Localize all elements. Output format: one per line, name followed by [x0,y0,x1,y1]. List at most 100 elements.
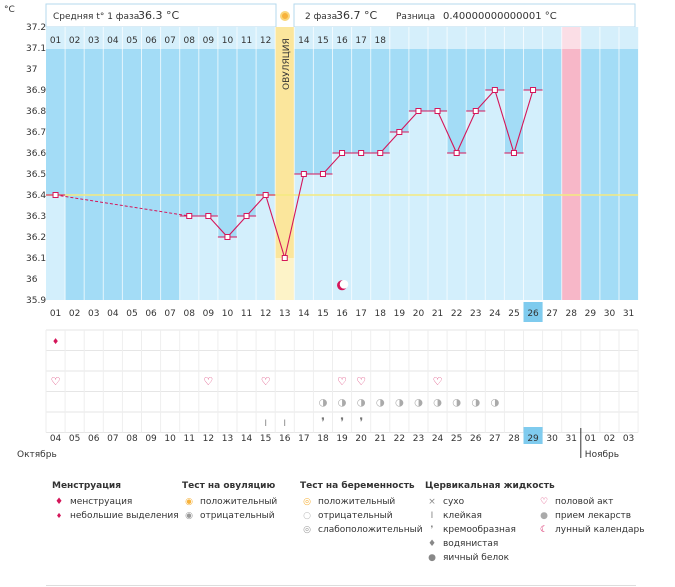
pill-icon: ◑ [452,398,461,409]
top-day-label: 05 [126,36,137,46]
calendar-date-label: 31 [566,434,577,444]
y-tick-label: 36.4 [26,191,46,201]
ovulation-label: ОВУЛЯЦИЯ [282,38,292,90]
month-left-label: Октябрь [17,450,57,460]
legend-item: ○ отрицательный [300,509,423,523]
calendar-date-label: 04 [50,434,62,444]
legend-item-label: сухо [443,497,465,507]
legend-item-label: прием лекарств [555,511,632,521]
watery-icon: ♦ [427,539,437,549]
heart-icon: ♡ [337,375,347,388]
legend-ovulation-test: Тест на овуляцию ◉ положительный ◉ отрицат… [182,481,277,523]
legend-item: ☾ лунный календарь [537,523,645,537]
top-day-label: 10 [222,36,234,46]
calendar-date-label: 20 [355,434,367,444]
temp-bar [198,216,218,300]
calendar-date-label: 13 [222,434,233,444]
calendar-date-label: 22 [394,434,405,444]
legend-item-label: лунный календарь [555,525,645,535]
creamy-icon: ❜ [359,415,363,429]
calendar-date-label: 05 [69,434,80,444]
y-tick-label: 37 [26,65,37,75]
heart-icon: ♡ [51,375,61,388]
cycle-day-label: 03 [88,309,99,319]
top-day-label: 16 [336,36,348,46]
y-tick-label: 36.3 [26,212,46,222]
y-tick-label: 36.1 [26,254,46,264]
top-day-label: 15 [317,36,328,46]
divider [46,585,636,586]
legend-menstruation: Менструация ♦ менструация ♦ небольшие выде… [52,481,179,523]
legend-item: ● прием лекарств [537,509,645,523]
legend-item: ◉ положительный [182,495,277,509]
legend-item: ◎ слабоположительный [300,523,423,537]
calendar-date-label: 09 [145,434,157,444]
egg-white-icon: ● [428,553,436,563]
legend-title: Тест на овуляцию [182,481,276,491]
calendar-date-label: 28 [508,434,520,444]
temp-point [434,108,441,114]
top-day-label: 18 [375,36,387,46]
temp-bar [428,111,448,300]
cycle-day-label: 12 [260,309,271,319]
legend-item: ♡ половой акт [537,495,645,509]
temp-bar [313,174,333,300]
legend-item-label: положительный [200,497,278,507]
y-tick-label: 36.6 [26,149,46,159]
cycle-day-label: 24 [489,309,501,319]
moon-icon-cut [339,280,349,289]
grey-circle-icon: ◉ [185,511,193,521]
pill-icon: ● [540,511,548,521]
bbt-chart: °C Средняя t° 1 фаза 36.3 °C 2 фаза 36.7… [4,3,639,460]
y-tick-label: 35.9 [26,296,46,306]
cycle-day-label: 06 [145,309,157,319]
calendar-date-label: 17 [298,434,309,444]
cycle-day-label: 29 [585,309,597,319]
sun-icon: ◉ [185,497,193,507]
temp-point [319,171,326,177]
temp-bar [351,153,371,300]
temp-point [377,150,384,156]
legend-item-label: отрицательный [318,511,393,521]
cycle-day-label: 26 [527,309,539,319]
cycle-day-label: 02 [69,309,80,319]
cycle-day-label: 11 [241,309,252,319]
menstruation-drop-icon: ♦ [52,337,59,346]
month-right-label: Ноябрь [585,450,619,460]
legend-item-label: водянистая [443,539,499,549]
legend-item: ● яичный белок [425,551,555,565]
legend-item-label: менструация [70,497,133,507]
heart-icon: ♡ [356,375,366,388]
small-drop-icon: ♦ [55,512,63,520]
temp-bar [389,132,409,300]
legend-item-label: небольшие выделения [70,511,179,521]
sticky-icon: I [283,419,286,429]
calendar-date-label: 07 [107,434,118,444]
temp-bar [294,174,314,300]
creamy-icon: ❜ [430,525,434,535]
legend-item-label: клейкая [443,511,482,521]
temp-bar [332,153,352,300]
top-day-label: 03 [88,36,99,46]
calendar-date-label: 24 [432,434,444,444]
moon-icon: ☾ [539,525,549,535]
period-column [561,27,581,300]
top-day-label: 08 [184,36,196,46]
temp-bar [447,153,467,300]
legend-pregnancy-test: Тест на беременность ◎ положительный ○ отр… [300,481,423,537]
cycle-day-label: 15 [317,309,328,319]
top-day-label: 09 [203,36,215,46]
top-day-label: 11 [241,36,252,46]
heart-icon: ♡ [433,375,443,388]
negative-test-icon: ○ [303,511,311,521]
dry-icon: × [428,497,436,507]
legend: Менструация ♦ менструация ♦ небольшие выде… [0,481,675,587]
pill-icon: ◑ [433,398,442,409]
temp-point [530,87,537,93]
legend-item-label: половой акт [555,497,614,507]
legend-item: ♦ водянистая [425,537,555,551]
cycle-day-label: 23 [470,309,481,319]
drop-icon: ♦ [54,497,64,507]
